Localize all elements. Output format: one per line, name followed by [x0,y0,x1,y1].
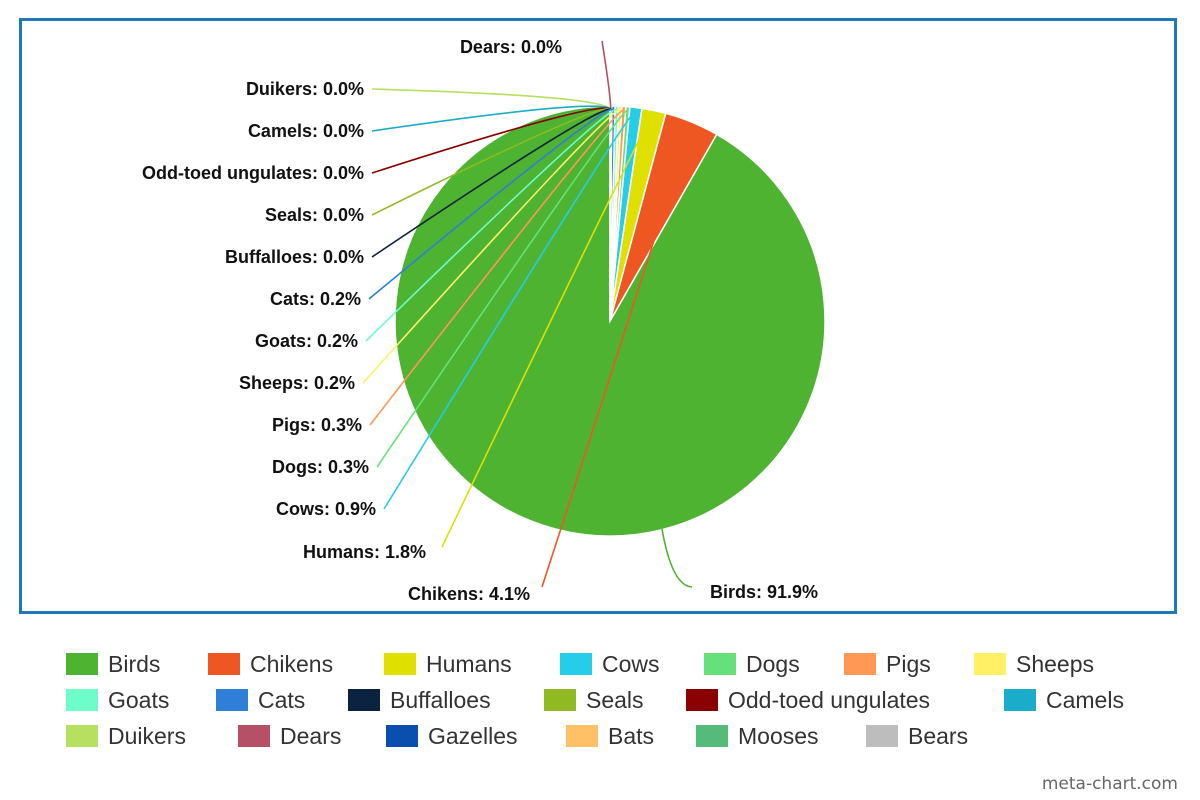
pie-label-camels: Camels: 0.0% [248,121,364,141]
legend-label: Seals [586,686,644,713]
legend-label: Buffalloes [390,686,491,713]
legend-item-camels[interactable]: Camels [1004,686,1124,714]
legend-swatch [544,689,576,711]
legend-item-duikers[interactable]: Duikers [66,722,186,750]
legend-label: Odd-toed ungulates [728,686,931,713]
legend-swatch [66,653,98,675]
legend-item-gazelles[interactable]: Gazelles [386,722,517,750]
legend-item-seals[interactable]: Seals [544,686,644,714]
legend-label: Camels [1046,686,1124,713]
legend-item-cows[interactable]: Cows [560,650,660,678]
legend-item-birds[interactable]: Birds [66,650,160,678]
pie-label-cats: Cats: 0.2% [270,289,361,309]
legend-label: Cats [258,686,306,713]
pie-label-dogs: Dogs: 0.3% [272,457,369,477]
credit-text[interactable]: meta-chart.com [1041,774,1178,794]
legend-label: Duikers [108,722,186,749]
pie-label-goats: Goats: 0.2% [255,331,358,351]
legend-swatch [566,725,598,747]
legend-swatch [866,725,898,747]
leader-line-pigs [369,109,625,426]
leader-line-sheeps [362,109,621,384]
legend-item-bats[interactable]: Bats [566,722,654,750]
leader-line-birds [661,528,693,588]
legend-label: Chikens [250,650,334,677]
legend-label: Humans [426,650,512,677]
legend-swatch [686,689,718,711]
legend-item-humans[interactable]: Humans [384,650,512,678]
legend-label: Mooses [738,722,819,749]
legend-swatch [386,725,418,747]
legend-item-dears[interactable]: Dears [238,722,341,750]
legend-label: Goats [108,686,170,713]
leader-line-chikens [541,125,692,588]
legend-swatch [704,653,736,675]
legend-item-sheeps[interactable]: Sheeps [974,650,1094,678]
pie-slices [394,105,826,537]
pie-labels: Dears: 0.0% Duikers: 0.0% Camels: 0.0% Odd-… [142,37,818,604]
chart-frame: Dears: 0.0% Duikers: 0.0% Camels: 0.0% Odd-… [19,18,1177,614]
pie-label-pigs: Pigs: 0.3% [272,415,362,435]
pie-label-buffalloes: Buffalloes: 0.0% [225,247,364,267]
pie-label-seals: Seals: 0.0% [265,205,364,225]
legend-swatch [216,689,248,711]
pie-label-chikens: Chikens: 4.1% [408,584,530,604]
pie-label-odd-toed-ungulates: Odd-toed ungulates: 0.0% [142,163,364,183]
legend-item-dogs[interactable]: Dogs [704,650,800,678]
legend-item-buffalloes[interactable]: Buffalloes [348,686,491,714]
legend-swatch [238,725,270,747]
legend-label: Dogs [746,650,800,677]
legend-item-cats[interactable]: Cats [216,686,305,714]
legend-item-goats[interactable]: Goats [66,686,169,714]
pie-chart: Dears: 0.0% Duikers: 0.0% Camels: 0.0% Odd-… [142,37,826,604]
legend-label: Bears [908,722,969,749]
legend-swatch [66,689,98,711]
legend-swatch [974,653,1006,675]
legend-label: Birds [108,650,161,677]
legend-label: Gazelles [428,722,518,749]
legend-item-mooses[interactable]: Mooses [696,722,819,750]
pie-label-cows: Cows: 0.9% [276,499,376,519]
legend-label: Pigs [886,650,931,677]
legend-item-bears[interactable]: Bears [866,722,968,750]
legend-label: Bats [608,722,655,749]
legend-label: Sheeps [1016,650,1095,677]
legend-swatch [208,653,240,675]
legend-swatch [348,689,380,711]
legend-swatch [1004,689,1036,711]
legend-item-chikens[interactable]: Chikens [208,650,333,678]
pie-label-humans: Humans: 1.8% [303,542,426,562]
legend-swatch [560,653,592,675]
legend-swatch [844,653,876,675]
pie-label-duikers: Duikers: 0.0% [246,79,364,99]
leader-line-cows [383,110,637,510]
legend-swatch [384,653,416,675]
legend-swatch [696,725,728,747]
legend-label: Cows [602,650,660,677]
legend-label: Dears [280,722,342,749]
leader-line-buffalloes [371,108,613,258]
pie-label-birds: Birds: 91.9% [710,582,818,602]
leader-line-dears [601,40,612,111]
leader-line-goats [365,108,618,342]
legend-item-pigs[interactable]: Pigs [844,650,931,678]
leader-line-humans [441,113,654,548]
leader-line-cats [368,108,615,300]
leader-line-dogs [376,109,629,468]
legend-item-odd-toed-ungulates[interactable]: Odd-toed ungulates [686,686,930,714]
legend-swatch [66,725,98,747]
pie-label-sheeps: Sheeps: 0.2% [239,373,355,393]
pie-label-dears: Dears: 0.0% [460,37,562,57]
